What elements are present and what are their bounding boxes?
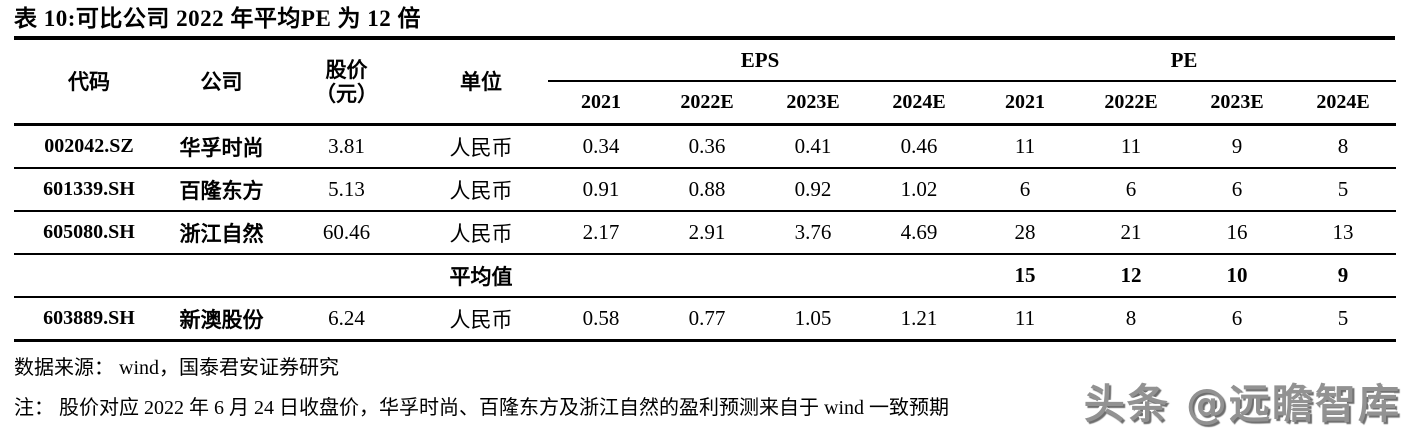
header-company: 公司	[164, 40, 279, 126]
table-row: 002042.SZ 华孚时尚 3.81 人民币 0.34 0.36 0.41 0…	[14, 124, 1397, 169]
header-pe-2021: 2021	[972, 81, 1079, 126]
header-eps-group: EPS	[548, 40, 973, 82]
cell-pe: 16	[1184, 211, 1291, 255]
cell-eps: 0.46	[866, 124, 973, 169]
cell-eps: 0.36	[654, 124, 760, 169]
cell-code: 002042.SZ	[14, 124, 164, 169]
table-title: 表 10:可比公司 2022 年平均PE 为 12 倍	[14, 5, 1395, 40]
cell-pe: 8	[1078, 297, 1185, 342]
cell-eps: 1.02	[866, 168, 973, 212]
cell-eps: 0.77	[654, 297, 760, 342]
report-page: 表 10:可比公司 2022 年平均PE 为 12 倍 代码 公司 股价 （元）…	[0, 5, 1407, 432]
cell-empty	[14, 254, 164, 298]
cell-pe: 6	[1184, 297, 1291, 342]
cell-average-label: 平均值	[414, 254, 548, 298]
cell-pe: 5	[1290, 297, 1397, 342]
cell-eps: 0.41	[760, 124, 866, 169]
cell-empty	[279, 254, 414, 298]
table-row: 603889.SH 新澳股份 6.24 人民币 0.58 0.77 1.05 1…	[14, 297, 1397, 342]
cell-price: 60.46	[279, 211, 414, 255]
cell-eps: 4.69	[866, 211, 973, 255]
footnote-line: 注： 股价对应 2022 年 6 月 24 日收盘价，华孚时尚、百隆东方及浙江自…	[14, 397, 949, 419]
cell-company: 华孚时尚	[164, 124, 279, 169]
cell-eps: 0.91	[548, 168, 654, 212]
cell-pe: 6	[972, 168, 1079, 212]
cell-eps: 1.05	[760, 297, 866, 342]
header-eps-2023e: 2023E	[760, 81, 866, 126]
header-code: 代码	[14, 40, 164, 126]
header-price-line1: 股价	[325, 57, 368, 82]
cell-code: 601339.SH	[14, 168, 164, 212]
cell-empty	[760, 254, 866, 298]
header-pe-2024e: 2024E	[1290, 81, 1397, 126]
table-row: 601339.SH 百隆东方 5.13 人民币 0.91 0.88 0.92 1…	[14, 168, 1397, 212]
cell-pe: 6	[1078, 168, 1185, 212]
header-pe-2022e: 2022E	[1078, 81, 1185, 126]
cell-avg-pe: 15	[972, 254, 1079, 298]
header-eps-2022e: 2022E	[654, 81, 760, 126]
cell-company: 新澳股份	[164, 297, 279, 342]
table-row: 605080.SH 浙江自然 60.46 人民币 2.17 2.91 3.76 …	[14, 211, 1397, 255]
cell-empty	[548, 254, 654, 298]
cell-pe: 13	[1290, 211, 1397, 255]
cell-unit: 人民币	[414, 124, 548, 169]
header-eps-2024e: 2024E	[866, 81, 973, 126]
cell-price: 6.24	[279, 297, 414, 342]
header-price-line2: （元）	[315, 81, 378, 106]
cell-company: 浙江自然	[164, 211, 279, 255]
cell-avg-pe: 9	[1290, 254, 1397, 298]
cell-eps: 2.17	[548, 211, 654, 255]
cell-company: 百隆东方	[164, 168, 279, 212]
cell-code: 603889.SH	[14, 297, 164, 342]
data-source-line: 数据来源： wind，国泰君安证券研究	[14, 357, 339, 379]
comparable-companies-table: 代码 公司 股价 （元） 单位 EPS PE 2021 2022E 2023E …	[14, 40, 1397, 342]
cell-avg-pe: 10	[1184, 254, 1291, 298]
cell-eps: 0.58	[548, 297, 654, 342]
cell-pe: 21	[1078, 211, 1185, 255]
cell-empty	[866, 254, 973, 298]
cell-eps: 0.92	[760, 168, 866, 212]
cell-unit: 人民币	[414, 211, 548, 255]
cell-pe: 8	[1290, 124, 1397, 169]
header-eps-2021: 2021	[548, 81, 654, 126]
cell-unit: 人民币	[414, 297, 548, 342]
cell-price: 3.81	[279, 124, 414, 169]
header-unit: 单位	[414, 40, 548, 126]
cell-empty	[164, 254, 279, 298]
cell-pe: 28	[972, 211, 1079, 255]
cell-code: 605080.SH	[14, 211, 164, 255]
cell-eps: 3.76	[760, 211, 866, 255]
cell-pe: 6	[1184, 168, 1291, 212]
header-pe-2023e: 2023E	[1184, 81, 1291, 126]
cell-avg-pe: 12	[1078, 254, 1185, 298]
cell-pe: 9	[1184, 124, 1291, 169]
average-row: 平均值 15 12 10 9	[14, 254, 1397, 298]
cell-price: 5.13	[279, 168, 414, 212]
cell-pe: 5	[1290, 168, 1397, 212]
cell-eps: 1.21	[866, 297, 973, 342]
watermark-toutiao-yuanzhan: 头条 @远瞻智库	[1083, 380, 1401, 428]
cell-eps: 2.91	[654, 211, 760, 255]
cell-pe: 11	[972, 297, 1079, 342]
cell-unit: 人民币	[414, 168, 548, 212]
header-pe-group: PE	[972, 40, 1397, 82]
cell-pe: 11	[1078, 124, 1185, 169]
cell-pe: 11	[972, 124, 1079, 169]
cell-empty	[654, 254, 760, 298]
cell-eps: 0.34	[548, 124, 654, 169]
header-price: 股价 （元）	[279, 40, 414, 126]
cell-eps: 0.88	[654, 168, 760, 212]
